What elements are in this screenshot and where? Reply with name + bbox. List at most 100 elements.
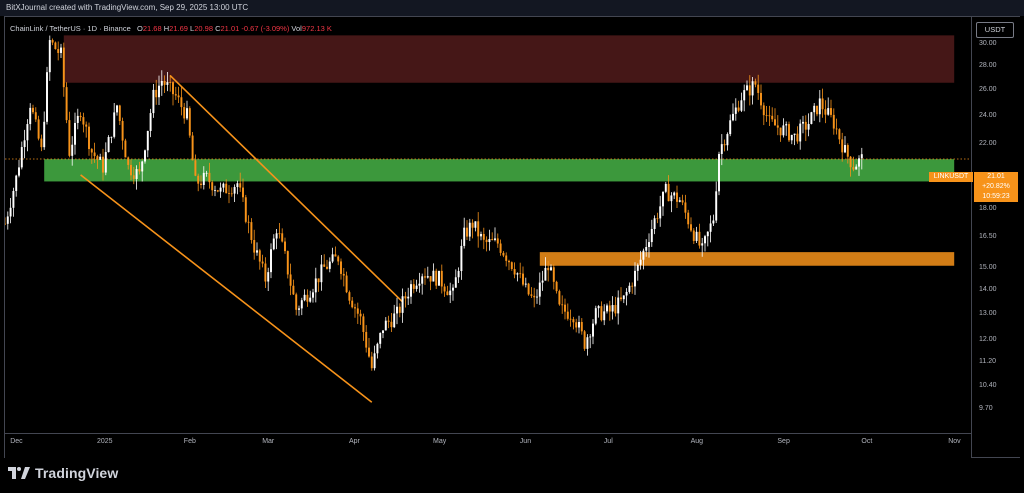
candle-body [564,304,566,312]
candle-body [370,356,373,369]
candle-body [88,126,90,150]
price-axis[interactable] [971,17,1020,457]
candle-body [715,191,718,221]
candle-body [328,261,331,269]
candle-body [376,343,379,354]
candle-body [578,322,580,328]
candle-body [513,269,516,275]
candle-body [396,306,398,314]
candle-body [502,252,505,256]
chart-plot-area[interactable] [5,18,970,433]
candle-body [712,220,715,224]
candle-body [93,152,96,157]
legend-low: 20.98 [194,24,213,33]
candle-body [214,190,216,192]
candle-body [135,169,138,179]
candle-body [664,183,667,192]
candle-body [550,267,552,271]
candle-body [172,82,174,95]
candle-body [379,333,382,344]
tradingview-logo-text: TradingView [35,465,119,481]
candle-body [555,281,558,292]
candle-body [524,283,527,285]
candle-body [594,308,597,324]
candle-body [799,123,802,142]
time-tick-label: Mar [262,438,275,445]
candle-body [200,183,202,185]
candle-body [538,282,541,297]
candle-body [183,107,186,119]
candle-body [48,40,51,73]
last-price-ticker: LINKUSDT [929,172,973,182]
tradingview-logo-icon [8,467,30,479]
legend-low-key: L [190,24,195,33]
candle-body [54,42,57,50]
candle-body [138,169,141,172]
candle-body [144,150,146,162]
candle-body [824,109,827,115]
candle-body [26,124,29,141]
candle-body [166,82,169,85]
candle-body [362,316,365,332]
chart-legend: ChainLink / TetherUS · 1D · Binance O21.… [10,24,332,33]
candle-body [107,137,110,153]
candle-body [440,270,443,287]
candle-body [463,227,466,246]
candle-body [600,306,603,321]
candle-body [132,175,135,179]
price-tick-label: 11.20 [979,358,996,366]
candle-body [340,261,342,274]
candle-body [804,121,807,130]
candle-body [648,242,650,248]
candle-body [118,105,121,121]
candle-body [188,108,191,136]
candle-body [760,92,762,106]
candle-body [796,133,799,142]
price-chart[interactable] [5,18,971,433]
candle-body [9,207,12,217]
candle-body [141,161,144,172]
time-tick-label: Feb [183,438,196,445]
price-tick-label: 9.70 [979,404,993,412]
candle-body [608,305,611,312]
candle-body [348,292,351,301]
candle-body [816,105,818,115]
candle-body [611,305,614,312]
candle-body [356,308,359,314]
candle-body [160,80,163,86]
candle-body [5,223,6,225]
candle-body [270,249,272,273]
time-tick-label: Sep [777,438,790,445]
time-tick-label: Oct [861,438,873,445]
candle-body [85,124,88,127]
candle-body [424,276,426,278]
legend-high: 21.69 [169,24,188,33]
candle-body [421,276,424,284]
time-tick-label: Jul [603,438,613,445]
candle-body [169,82,172,83]
candle-body [365,331,368,348]
candle-body [432,270,435,282]
tradingview-logo[interactable]: TradingView [8,465,118,481]
candle-body [412,284,415,289]
candle-body [771,115,774,120]
candle-body [575,322,578,328]
channel-line-2 [80,174,373,403]
candle-body [659,206,662,219]
candle-body [155,89,158,98]
candle-body [306,294,309,302]
candle-body [320,264,323,283]
currency-button[interactable]: USDT [976,22,1014,38]
candle-body [855,166,858,170]
candle-body [491,239,494,241]
time-axis[interactable] [5,433,971,458]
zone-resistance [63,35,955,83]
price-tick-label: 26.00 [979,86,997,94]
candle-body [230,193,233,195]
candle-body [858,158,860,167]
candle-body [191,135,194,161]
candle-body [149,113,152,131]
candle-body [418,283,421,286]
candle-body [740,100,743,111]
candle-body [426,276,429,278]
